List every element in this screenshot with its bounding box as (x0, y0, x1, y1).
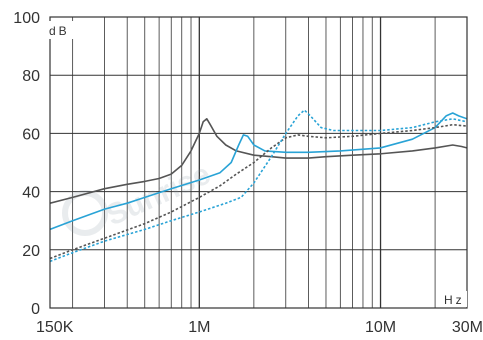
plot-frame (49, 16, 468, 309)
y-tick-labels: 0 20 40 60 80 100 (13, 10, 40, 318)
series-line-3 (50, 123, 467, 260)
y-tick-label: 20 (22, 243, 40, 260)
ylabel-box (48, 21, 74, 39)
series-line-4 (50, 109, 467, 263)
x-tick-label: 10M (365, 319, 396, 336)
x-tick-label: 150K (36, 319, 74, 336)
y-tick-label: 40 (22, 185, 40, 202)
watermark-logo-icon (62, 190, 108, 236)
y-tick-label: 100 (13, 10, 40, 27)
x-axis-label: Hz (444, 293, 465, 307)
plot-background (50, 17, 467, 308)
series-line-2 (50, 112, 467, 231)
y-axis-label: dB (49, 24, 70, 38)
series-group (50, 109, 467, 263)
xlabel-box (440, 291, 467, 307)
x-tick-label: 30M (452, 319, 483, 336)
x-tick-labels: 150K 1M 10M 30M (36, 319, 483, 336)
x-tick-label: 1M (188, 319, 210, 336)
y-tick-label: 80 (22, 68, 40, 85)
y-tick-label: 60 (22, 126, 40, 143)
series-line-1 (50, 118, 467, 204)
y-tick-label: 0 (31, 301, 40, 318)
